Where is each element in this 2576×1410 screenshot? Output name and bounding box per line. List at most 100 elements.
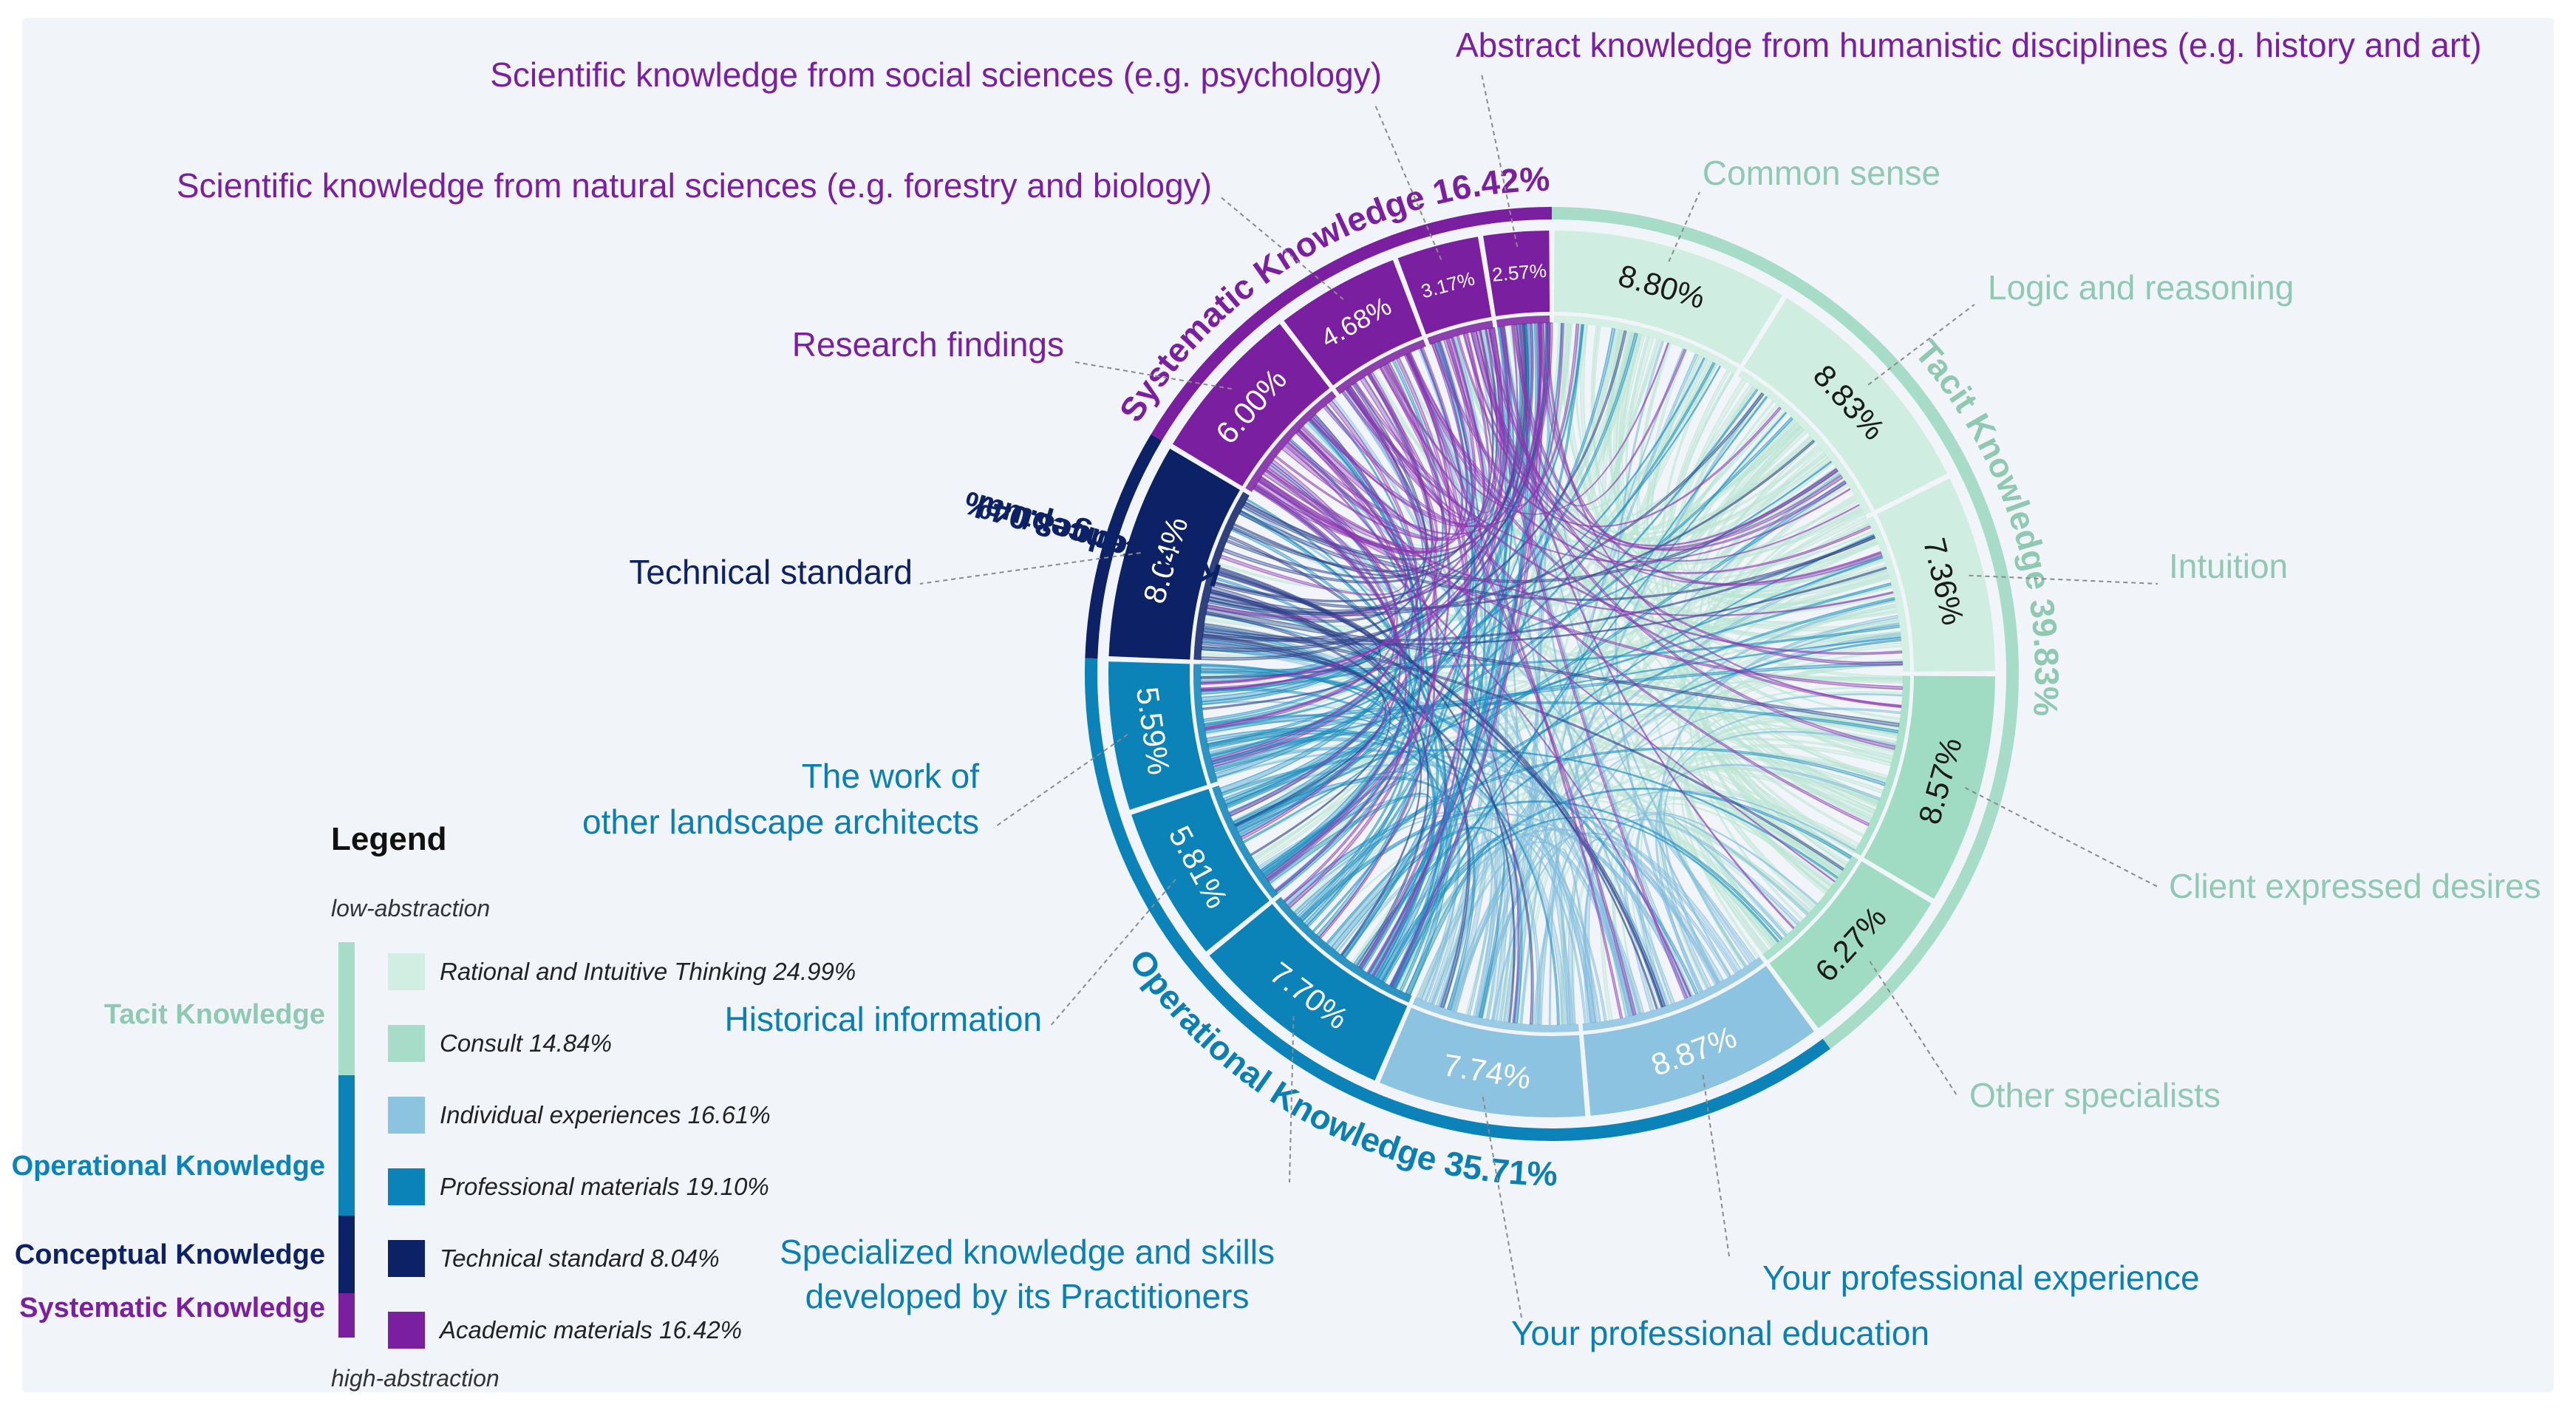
inner-arcs: [1193, 316, 1910, 1032]
segment-arc: [1583, 966, 1814, 1116]
chord-ribbon: [1200, 326, 1508, 682]
chord-ribbon: [1512, 324, 1847, 551]
chord-ribbon: [1258, 476, 1904, 690]
group-arc: [1085, 658, 1830, 1142]
chord-ribbon: [1210, 589, 1664, 1009]
chord-ribbon: [1383, 363, 1637, 1016]
chord-ribbon: [1470, 330, 1844, 550]
chord-ribbon: [1209, 364, 1722, 757]
chord-ribbon: [1212, 476, 1397, 768]
legend-item-label: Academic materials 16.42%: [438, 1316, 742, 1343]
chord-ribbon: [1406, 352, 1902, 709]
chord-ribbon: [1246, 498, 1415, 919]
leader-line: [1702, 1074, 1730, 1257]
inner-arc: [1427, 320, 1493, 345]
chord-ribbon: [1462, 333, 1861, 562]
segment-name-label: Technical standard: [629, 553, 913, 591]
segment-name-label: Client expressed desires: [2169, 867, 2541, 905]
chord-ribbon: [1200, 460, 1833, 692]
segment-arc: [1864, 675, 1995, 899]
chord-ribbon: [1358, 352, 1471, 970]
segment-name-label: Your professional education: [1511, 1314, 1929, 1352]
inner-arc: [1245, 391, 1337, 492]
label-leader-lines: [919, 73, 2158, 1322]
inner-arc: [1212, 785, 1278, 899]
segment-arc: [1397, 236, 1492, 335]
chord-ribbon: [1233, 556, 1884, 827]
chord-ribbon: [1635, 763, 1881, 1007]
group-arc: [1085, 434, 1162, 659]
inner-arc: [1867, 515, 1910, 672]
segment-name-label: Your professional experience: [1762, 1259, 2200, 1297]
chord-ribbon: [1353, 381, 1903, 655]
chord-ribbon: [1222, 582, 1892, 803]
leader-line: [1481, 73, 1519, 248]
segment-arc: [1108, 449, 1240, 660]
chord-ribbon: [1560, 322, 1874, 573]
leader-line: [1869, 961, 1959, 1098]
legend-swatch: [388, 1240, 425, 1277]
segment-name-label: Intuition: [2169, 547, 2288, 585]
segment-name-label: developed by its Practitioners: [805, 1277, 1250, 1315]
legend-swatch: [388, 1312, 425, 1349]
chord-ribbon: [1537, 322, 1884, 587]
chord-ribbon: [1257, 337, 1476, 553]
segment-arc: [1483, 231, 1550, 316]
chord-ribbon: [1233, 776, 1476, 1011]
segment-arc: [1769, 861, 1932, 1029]
inner-arc: [1335, 339, 1426, 395]
chord-ribbon: [1231, 328, 1499, 573]
chord-ribbon: [1241, 505, 1636, 1017]
segment-name-label: Abstract knowledge from humanistic disci…: [1456, 26, 2481, 64]
segment-name-label: Other specialists: [1969, 1076, 2221, 1114]
segment-arc: [1380, 1007, 1586, 1117]
chord-ribbon: [1431, 841, 1632, 1018]
legend-title: Legend: [331, 821, 446, 857]
segment-name-label: Scientific knowledge from social science…: [490, 55, 1382, 94]
legend-group-label: Conceptual Knowledge: [15, 1239, 325, 1270]
legend-group-label: Tacit Knowledge: [104, 999, 325, 1030]
segment-arc: [1743, 298, 1948, 511]
legend-high-abstraction: high-abstraction: [331, 1365, 500, 1392]
inner-arc: [1854, 675, 1910, 856]
chord-ribbon: [1655, 707, 1901, 993]
chord-ribbon: [1275, 326, 1510, 542]
segment-name-label: Historical information: [725, 1000, 1042, 1038]
chord-ribbon: [1228, 371, 1437, 817]
legend-group-bar: [338, 1216, 355, 1293]
inner-arc: [1582, 956, 1764, 1032]
segment-arc: [1209, 904, 1408, 1081]
chord-ribbon: [1666, 378, 1849, 866]
leader-line: [993, 734, 1128, 828]
legend: Legend low-abstraction high-abstraction Tac…: [12, 821, 856, 1392]
legend-item-label: Professional materials 19.10%: [440, 1173, 769, 1200]
segment-name-label: Specialized knowledge and skills: [780, 1233, 1275, 1271]
chord-ribbon: [1227, 534, 1516, 1024]
segment-name-label: Scientific knowledge from natural scienc…: [177, 166, 1212, 205]
segment-value-label: 2.57%: [1491, 259, 1547, 286]
segment-arc: [1131, 789, 1270, 952]
legend-group-bar: [338, 1075, 355, 1216]
legend-item-label: Technical standard 8.04%: [440, 1244, 720, 1272]
legend-item-label: Rational and Intuitive Thinking 24.99%: [440, 958, 856, 985]
chord-ribbon: [1628, 803, 1833, 1009]
legend-item-label: Consult 14.84%: [440, 1029, 612, 1057]
inner-arc: [1412, 997, 1579, 1032]
legend-swatch: [388, 1025, 425, 1062]
legend-group-bar: [338, 942, 355, 1075]
chord-ribbon: [1202, 566, 1887, 646]
leader-line: [1969, 574, 2158, 585]
inner-arc: [1762, 855, 1859, 961]
chord-ribbon: [1546, 322, 1902, 708]
leader-line: [1964, 787, 2158, 888]
leader-line: [1289, 1015, 1295, 1183]
segment-arc: [1876, 478, 1995, 672]
inner-arc: [1737, 369, 1872, 516]
chord-ribbon: [1614, 340, 1704, 993]
leader-line: [1867, 304, 1975, 386]
chord-ribbon: [1264, 469, 1692, 998]
inner-arc: [1496, 316, 1550, 327]
legend-group-label: Systematic Knowledge: [19, 1292, 325, 1324]
leader-line: [1219, 195, 1344, 300]
